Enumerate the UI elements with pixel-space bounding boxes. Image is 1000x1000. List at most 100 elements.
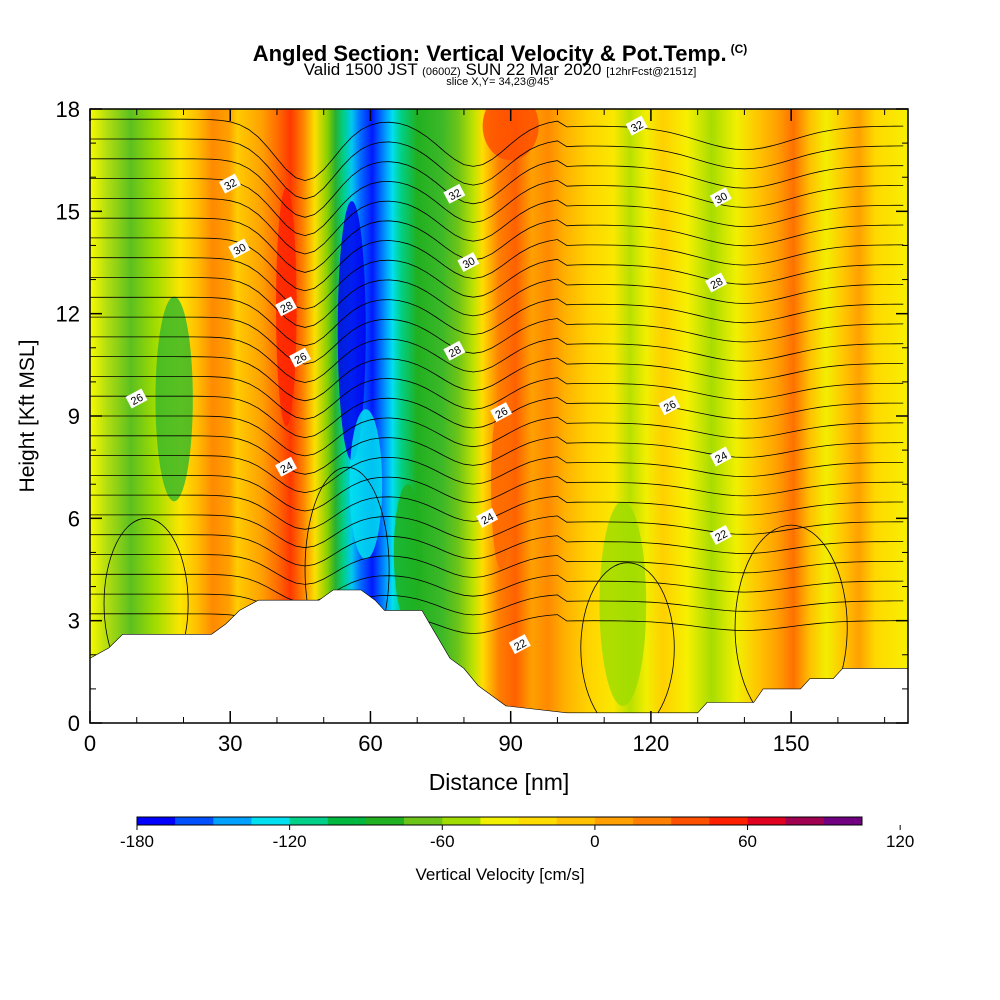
y-axis-label: Height [Kft MSL] — [16, 340, 39, 493]
colorbar-swatch — [594, 817, 634, 825]
contour-label-text: 26 — [662, 398, 678, 414]
velocity-core — [482, 109, 539, 161]
colorbar-swatch — [823, 817, 863, 825]
colorbar-tick-label: 120 — [886, 832, 914, 851]
contour-label: 22 — [709, 524, 732, 545]
colorbar-frame — [136, 816, 863, 826]
chart-subtitle: Valid 1500 JST (0600Z) SUN 22 Mar 2020 [… — [303, 60, 697, 79]
colorbar-label: Vertical Velocity [cm/s] — [415, 865, 584, 884]
contour-label-text: 32 — [222, 177, 238, 193]
y-tick-label: 15 — [56, 199, 80, 224]
theta-contour-line — [90, 415, 904, 457]
contour-label: 24 — [476, 507, 499, 528]
theta-contour-line — [90, 494, 904, 530]
theta-contour-line — [90, 554, 904, 585]
theta-contour-line — [90, 138, 904, 200]
contour-label-text: 24 — [713, 450, 729, 466]
theta-contour-line — [90, 217, 904, 273]
x-tick-label: 30 — [218, 731, 242, 756]
chart-title: Angled Section: Vertical Velocity & Pot.… — [252, 41, 748, 66]
theta-contour-line — [90, 613, 904, 640]
contour-label-text: 24 — [279, 460, 295, 476]
x-tick-label: 0 — [84, 731, 96, 756]
contour-label-text: 26 — [129, 392, 145, 408]
x-tick-label: 90 — [498, 731, 522, 756]
colorbar-tick-label: -60 — [430, 832, 455, 851]
x-tick-label: 150 — [773, 731, 810, 756]
theta-contour-line — [734, 524, 848, 723]
y-tick-label: 12 — [56, 302, 80, 327]
y-tick-label: 0 — [68, 711, 80, 736]
colorbar-tick-label: -120 — [273, 832, 307, 851]
contour-label-text: 24 — [480, 511, 496, 527]
contour-label-bg — [228, 238, 251, 259]
theta-contour-line — [90, 573, 904, 604]
contour-label: 24 — [275, 456, 298, 477]
contour-label: 32 — [443, 183, 466, 204]
contour-label-text: 22 — [713, 528, 729, 544]
theta-contour-line — [90, 356, 904, 402]
contour-label-text: 28 — [279, 300, 295, 316]
contour-label-bg — [289, 347, 312, 368]
x-tick-label: 120 — [633, 731, 670, 756]
contour-label: 26 — [289, 347, 312, 368]
theta-contour-line — [90, 237, 904, 292]
theta-contour-line — [90, 514, 904, 549]
contour-label-text: 28 — [709, 276, 725, 292]
contour-label-bg — [709, 187, 732, 208]
contour-label-bg — [508, 634, 531, 655]
theta-contour-line — [90, 593, 904, 622]
contour-label: 28 — [443, 340, 466, 361]
colorbar-swatch — [213, 817, 252, 825]
contour-label-text: 26 — [293, 351, 309, 367]
colorbar-tick-label: -180 — [120, 832, 154, 851]
x-tick-label: 60 — [358, 731, 382, 756]
contour-label-text: 28 — [447, 344, 463, 360]
theta-contour-line — [90, 257, 904, 310]
contour-label: 26 — [125, 388, 148, 409]
theta-contour-line — [90, 435, 904, 475]
theta-contour-line — [90, 277, 904, 328]
axes: 0 30 60 90 120 150 0 3 6 9 12 15 18 — [56, 97, 908, 756]
velocity-core — [155, 296, 193, 502]
contour-label-bg — [275, 456, 298, 477]
colorbar-swatch — [365, 817, 405, 825]
theta-contour-line — [90, 455, 904, 494]
theta-contour-line — [90, 475, 904, 512]
terrain — [90, 589, 908, 723]
contour-label-text: 32 — [629, 119, 645, 135]
contour-label-text: 30 — [232, 242, 248, 258]
contour-label: 28 — [275, 296, 298, 317]
colorbar-swatch — [175, 817, 214, 825]
colorbar-swatch — [442, 817, 481, 825]
contour-label-text: 30 — [461, 255, 477, 271]
contour-label: 22 — [508, 634, 531, 655]
theta-contour-line — [90, 198, 904, 255]
contour-label-bg — [443, 340, 466, 361]
y-tick-label: 6 — [68, 506, 80, 531]
theta-contour-line — [90, 534, 904, 567]
x-axis-label: Distance [nm] — [429, 769, 570, 795]
theta-contour-line — [90, 336, 904, 383]
contour-label-bg — [125, 388, 148, 409]
colorbar-swatch — [404, 817, 443, 825]
colorbar-swatch — [251, 817, 290, 825]
theta-contour-line — [90, 296, 904, 347]
velocity-core — [599, 501, 647, 706]
contour-label-bg — [275, 296, 298, 317]
contour-label: 30 — [228, 238, 251, 259]
contour-label-bg — [658, 395, 681, 416]
contour-label: 28 — [705, 272, 728, 293]
velocity-features — [155, 109, 647, 706]
colorbar-swatch — [633, 817, 672, 825]
contour-label: 26 — [490, 402, 513, 423]
colorbar-swatch — [556, 817, 596, 825]
contour-labels: 32 30 28 26 24 26 32 30 28 26 24 22 32 30 28 26 24 22 — [125, 115, 732, 655]
theta-contour-line — [90, 118, 904, 182]
theta-contour-line — [90, 158, 904, 218]
colorbar-swatch — [785, 817, 825, 825]
contour-label-text: 26 — [494, 405, 510, 421]
contour-label: 26 — [658, 395, 681, 416]
contour-label-bg — [490, 402, 513, 423]
